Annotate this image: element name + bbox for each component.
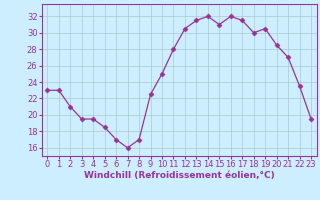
X-axis label: Windchill (Refroidissement éolien,°C): Windchill (Refroidissement éolien,°C) xyxy=(84,171,275,180)
